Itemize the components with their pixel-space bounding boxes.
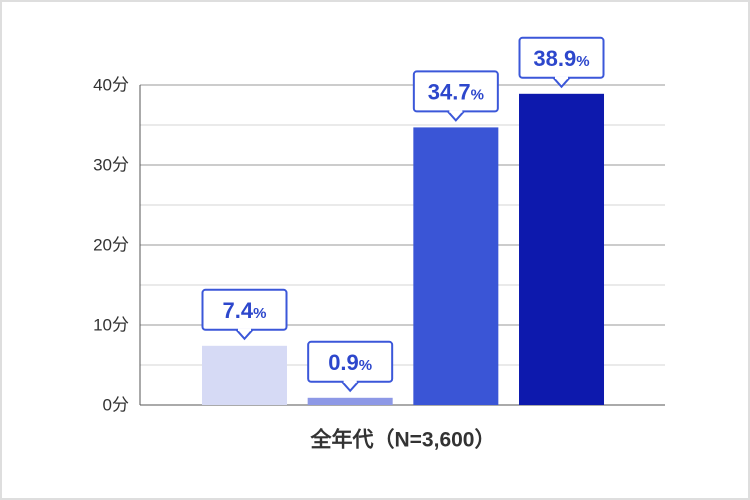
- bar: [202, 345, 287, 405]
- bars: [202, 93, 605, 406]
- data-label-text: 7.4%: [223, 298, 267, 323]
- x-category-label: 全年代（N=3,600）: [310, 428, 496, 452]
- bar: [307, 397, 393, 405]
- data-label: 38.9%: [518, 36, 605, 89]
- y-tick-label: 20分: [93, 236, 129, 255]
- data-label-text: 38.9%: [533, 46, 589, 71]
- data-label-pointer: [552, 77, 571, 89]
- data-label-suffix: %: [576, 53, 589, 70]
- y-tick-label: 40分: [93, 76, 129, 95]
- data-label-pointer: [447, 110, 465, 122]
- data-label: 34.7%: [412, 70, 499, 122]
- y-axis-tick-labels: 0分 10分 20分 30分 40分: [93, 76, 129, 415]
- data-label-suffix: %: [359, 357, 372, 374]
- data-label-suffix: %: [471, 86, 484, 103]
- data-label: 7.4%: [201, 288, 288, 341]
- data-label: 0.9%: [307, 340, 394, 393]
- y-tick-label: 10分: [93, 316, 129, 335]
- data-label-value: 0.9: [328, 350, 359, 375]
- data-label-text: 0.9%: [328, 350, 372, 375]
- data-label-text: 34.7%: [428, 79, 484, 104]
- data-label-pointer: [235, 329, 254, 341]
- y-tick-label: 0分: [103, 396, 129, 415]
- data-label-suffix: %: [253, 305, 266, 322]
- data-label-value: 7.4: [223, 298, 254, 323]
- data-label-pointer: [341, 381, 359, 393]
- data-labels: 7.4%0.9%34.7%38.9%: [201, 36, 605, 393]
- bar: [413, 127, 499, 406]
- data-label-value: 38.9: [533, 46, 576, 71]
- y-tick-label: 30分: [93, 156, 129, 175]
- data-label-value: 34.7: [428, 79, 471, 104]
- bar: [519, 93, 605, 406]
